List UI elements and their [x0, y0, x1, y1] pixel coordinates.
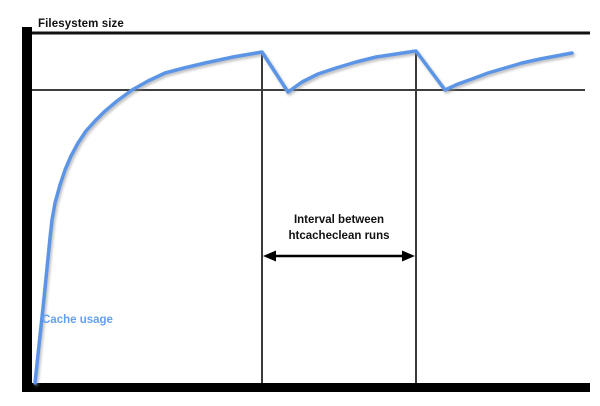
x-axis-bar: [22, 383, 590, 392]
interval-annotation-line1: Interval between: [293, 214, 385, 226]
interval-arrow-right-head: [402, 250, 415, 262]
interval-annotation-line2: htcacheclean runs: [288, 230, 390, 242]
filesystem-size-label: Filesystem size: [38, 18, 124, 30]
interval-annotation: Interval between htcacheclean runs: [262, 212, 416, 244]
interval-arrow-left-head: [263, 250, 276, 262]
cache-usage-curve: [33, 49, 574, 385]
cache-usage-label: Cache usage: [42, 314, 113, 326]
y-axis-bar: [22, 27, 32, 392]
